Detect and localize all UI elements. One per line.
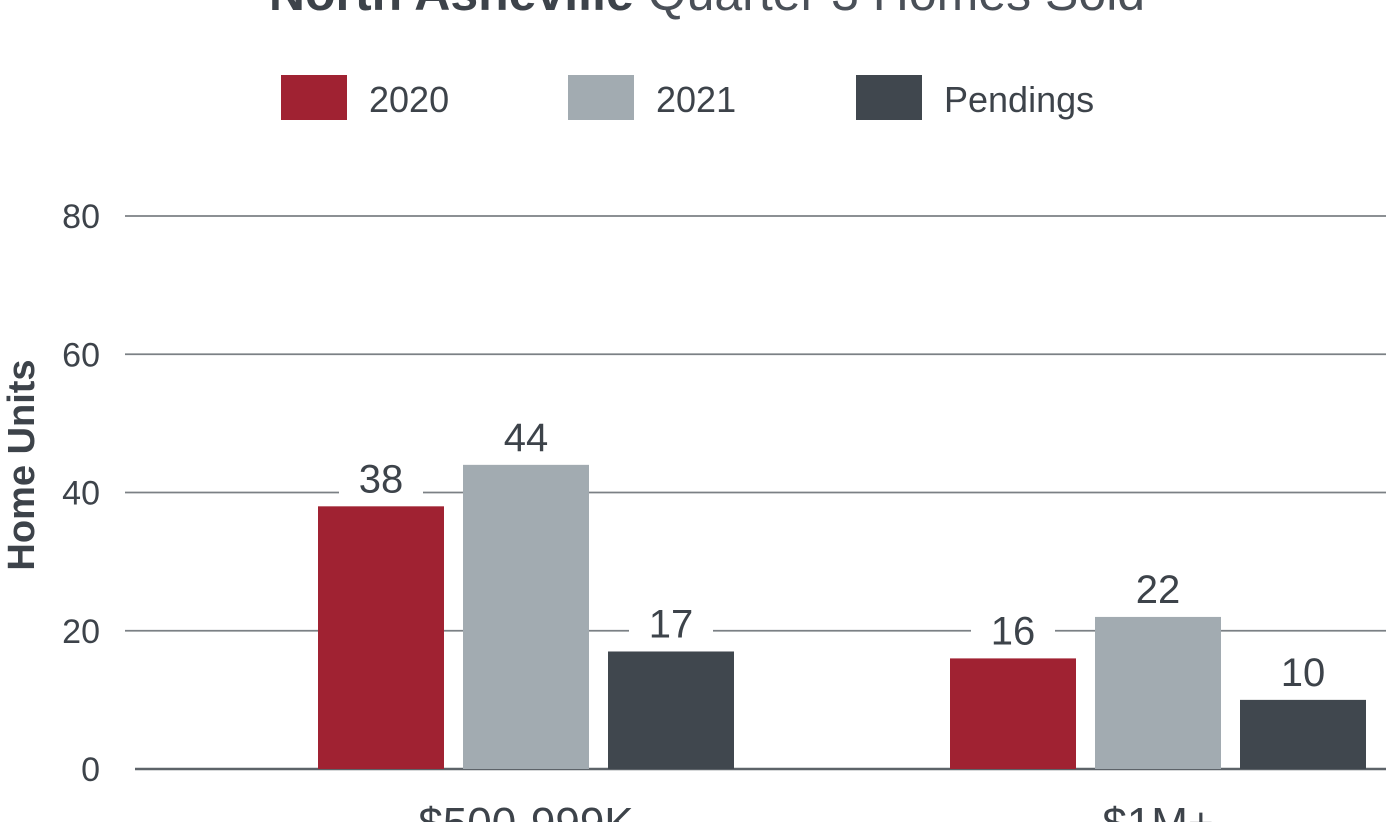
legend: 2020 2021 Pendings [281, 75, 1094, 120]
chart-title-bold: North Asheville [269, 0, 634, 21]
chart-title-rest: Quarter 3 Homes Sold [634, 0, 1145, 21]
bars [318, 464, 1366, 769]
y-tick-label-20: 20 [62, 613, 100, 651]
legend-label-1: 2021 [656, 79, 736, 120]
bar-2021-0 [463, 464, 589, 769]
category-label-0: $500-999K [418, 799, 633, 822]
legend-swatch-1 [568, 75, 634, 120]
y-tick-label-60: 60 [62, 336, 100, 374]
legend-label-0: 2020 [369, 79, 449, 120]
y-axis-title: Home Units [1, 359, 43, 570]
data-label-backdrop [484, 412, 568, 457]
category-label-1: $1M+ [1102, 799, 1213, 822]
data-label-pendings-1: 10 [1281, 651, 1326, 695]
bar-2020-1 [950, 658, 1076, 769]
data-label-backdrop [339, 454, 423, 499]
data-label-backdrop [971, 606, 1055, 651]
chart-title: North Asheville Quarter 3 Homes Sold [269, 0, 1145, 21]
y-tick-label-0: 0 [81, 751, 100, 789]
data-label-backdrop [1116, 564, 1200, 609]
legend-swatch-0 [281, 75, 347, 120]
y-axis-ticks: 0 20 40 60 80 [62, 198, 100, 789]
bar-pendings-0 [608, 651, 734, 769]
data-label-2021-0: 44 [504, 416, 549, 460]
bar-2020-0 [318, 506, 444, 769]
legend-label-2: Pendings [944, 79, 1094, 120]
data-label-2021-1: 22 [1136, 568, 1181, 612]
data-label-2020-1: 16 [991, 609, 1036, 653]
category-labels: $500-999K $1M+ [418, 799, 1213, 822]
data-label-backdrop [629, 599, 713, 644]
y-tick-label-80: 80 [62, 198, 100, 236]
bar-pendings-1 [1240, 699, 1366, 769]
data-label-2020-0: 38 [359, 457, 404, 501]
data-labels: 38 44 17 16 22 10 [339, 412, 1345, 695]
legend-swatch-2 [856, 75, 922, 120]
data-label-pendings-0: 17 [649, 602, 694, 646]
data-label-backdrop [1261, 647, 1345, 692]
y-tick-label-40: 40 [62, 475, 100, 513]
bar-2021-1 [1095, 616, 1221, 769]
